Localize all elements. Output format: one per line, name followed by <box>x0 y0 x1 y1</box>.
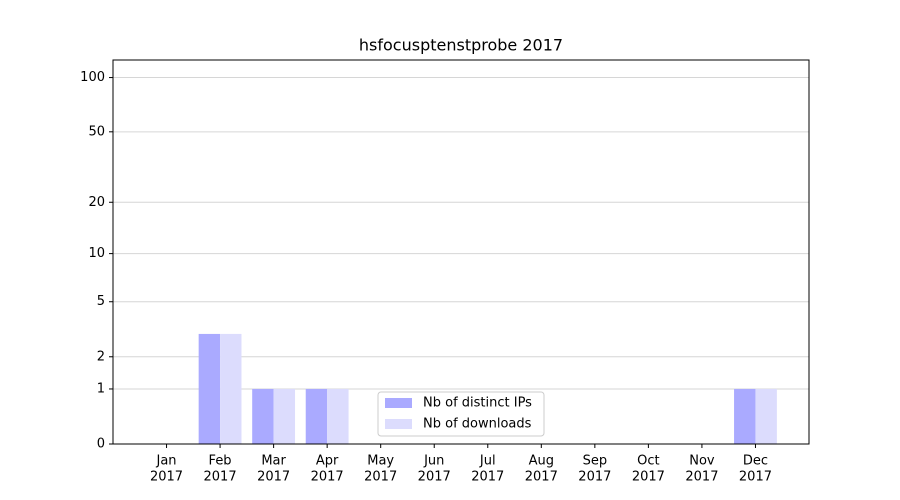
x-tick-label: Mar <box>261 454 286 469</box>
chart-title: hsfocusptenstprobe 2017 <box>359 36 563 55</box>
y-tick-label: 50 <box>88 124 105 139</box>
bar <box>734 388 756 444</box>
x-tick-label: Sep <box>583 454 608 469</box>
legend: Nb of distinct IPs Nb of downloads <box>377 391 545 437</box>
x-tick-label: 2017 <box>685 470 718 485</box>
x-tick-label: Apr <box>316 454 339 469</box>
y-tick-label: 10 <box>88 246 105 261</box>
bar <box>252 388 274 444</box>
bar <box>755 388 777 444</box>
x-tick-label: 2017 <box>578 470 611 485</box>
y-tick-label: 2 <box>97 349 105 364</box>
legend-box <box>377 391 545 437</box>
bar <box>305 388 328 444</box>
y-tick-label: 0 <box>97 437 105 452</box>
bar <box>327 388 349 444</box>
x-tick-label: Dec <box>743 454 768 469</box>
x-tick-label: 2017 <box>204 470 237 485</box>
x-tick-label: 2017 <box>257 470 290 485</box>
x-tick-label: 2017 <box>632 470 665 485</box>
x-tick-label: Oct <box>637 454 659 469</box>
y-tick-label: 1 <box>97 381 105 396</box>
x-tick-label: 2017 <box>418 470 451 485</box>
x-tick-label: Feb <box>209 454 232 469</box>
legend-label: Nb of distinct IPs <box>423 396 532 411</box>
x-tick-label: May <box>367 454 394 469</box>
y-tick-label: 20 <box>88 195 105 210</box>
x-tick-label: Nov <box>689 454 715 469</box>
bar <box>220 333 242 444</box>
x-tick-label: Jun <box>423 454 444 469</box>
x-tick-label: Jul <box>479 454 496 469</box>
x-tick-label: Aug <box>529 454 554 469</box>
x-tick-label: 2017 <box>150 470 183 485</box>
bar <box>273 388 296 444</box>
x-tick-label: 2017 <box>739 470 772 485</box>
y-tick-label: 5 <box>97 294 105 309</box>
x-tick-label: Jan <box>156 454 177 469</box>
legend-label: Nb of downloads <box>423 417 532 432</box>
x-tick-label: 2017 <box>364 470 397 485</box>
x-tick-label: 2017 <box>471 470 504 485</box>
bar <box>198 333 221 444</box>
x-tick-label: 2017 <box>525 470 558 485</box>
legend-swatch <box>385 398 412 408</box>
plot-frame <box>112 59 810 445</box>
x-tick-label: 2017 <box>311 470 344 485</box>
y-tick-label: 100 <box>80 70 105 85</box>
legend-swatch <box>385 419 412 429</box>
